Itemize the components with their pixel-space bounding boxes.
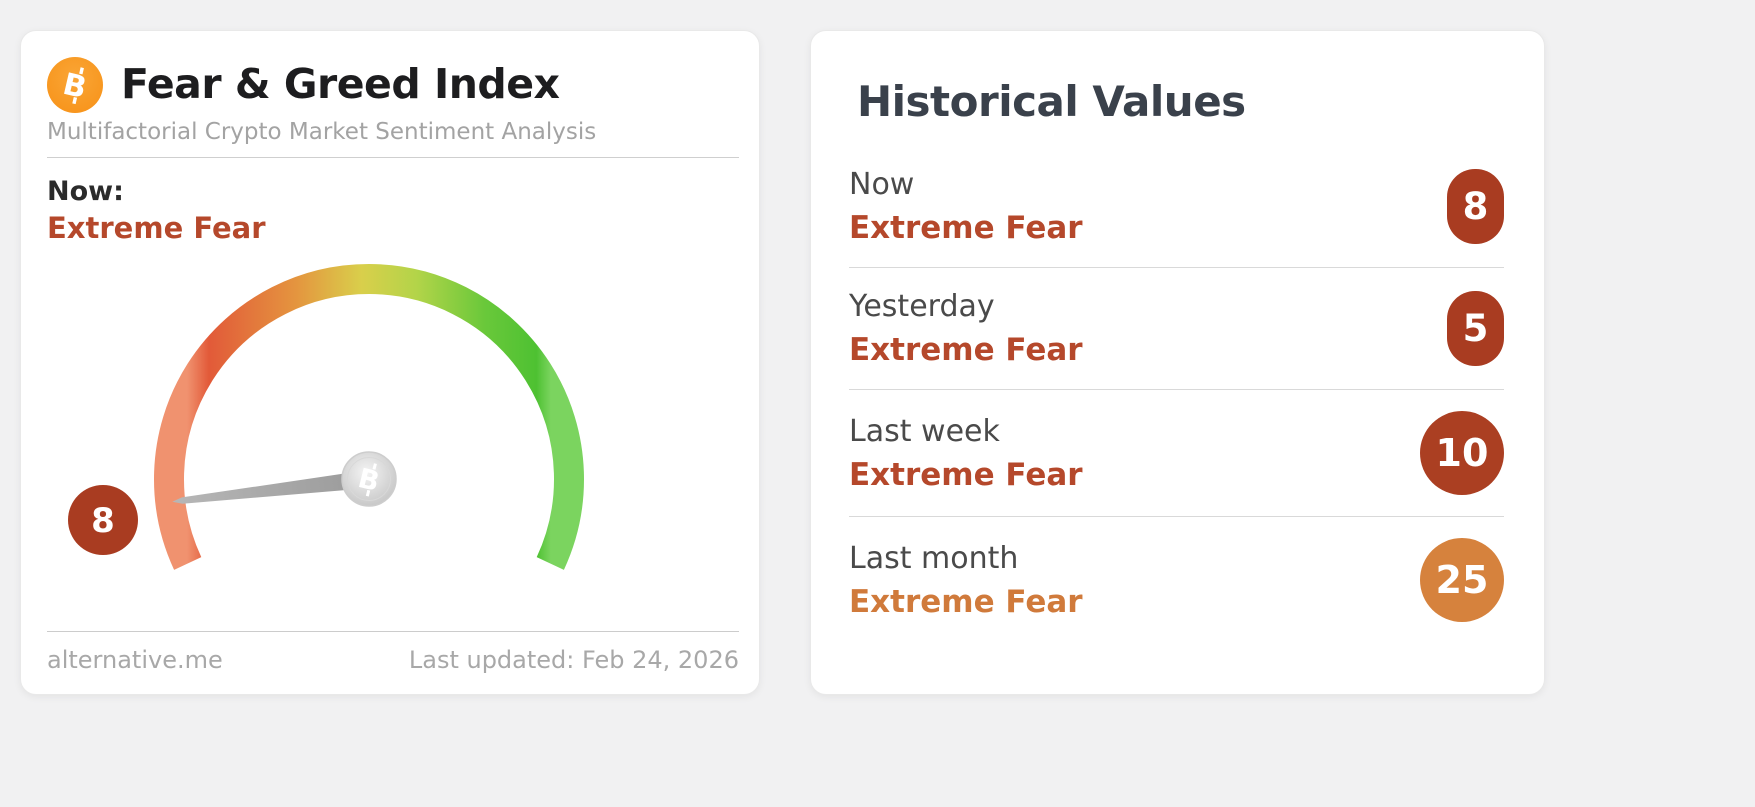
history-row-now: Now Extreme Fear 8 [849,146,1504,268]
history-value-badge: 8 [1447,169,1504,244]
bitcoin-icon: B [47,57,103,113]
history-period-label: Yesterday [849,289,995,324]
source-link[interactable]: alternative.me [47,646,223,674]
gauge-value: 8 [91,501,115,541]
history-row-texts: Last month Extreme Fear [849,541,1083,620]
history-classification: Extreme Fear [849,332,1083,368]
gauge-arc [154,264,584,570]
history-row-last-month: Last month Extreme Fear 25 [849,517,1504,643]
history-period-label: Last month [849,540,1019,576]
history-value-badge: 5 [1447,291,1504,366]
history-row-texts: Yesterday Extreme Fear [849,289,1083,368]
bitcoin-coin: B [341,451,397,507]
history-row-texts: Now Extreme Fear [849,167,1083,246]
card-title: Fear & Greed Index [121,60,560,109]
gauge: B 8 [39,251,739,607]
now-label: Now: [47,176,124,207]
fear-greed-card: B Fear & Greed Index Multifactorial Cryp… [20,30,760,695]
now-classification: Extreme Fear [47,211,266,245]
history-period-label: Last week [849,413,1000,449]
history-row-yesterday: Yesterday Extreme Fear 5 [849,268,1504,390]
history-row-texts: Last week Extreme Fear [849,414,1083,493]
card-footer: alternative.me Last updated: Feb 24, 202… [47,631,739,674]
header-divider [47,157,739,158]
historical-values-card: Historical Values Now Extreme Fear 8 Yes… [810,30,1545,695]
card-subtitle: Multifactorial Crypto Market Sentiment A… [47,119,597,145]
gauge-needle-group [172,470,371,504]
history-row-last-week: Last week Extreme Fear 10 [849,390,1504,517]
gauge-needle [172,470,371,504]
history-value-badge: 25 [1420,538,1504,622]
history-classification: Extreme Fear [849,583,1083,620]
historical-title: Historical Values [857,77,1246,126]
card-header: B Fear & Greed Index [47,57,739,113]
gauge-value-badge: 8 [68,485,138,555]
history-period-label: Now [849,167,915,202]
page: B Fear & Greed Index Multifactorial Cryp… [20,30,1545,695]
history-classification: Extreme Fear [849,210,1083,246]
history-classification: Extreme Fear [849,456,1083,493]
history-value-badge: 10 [1420,411,1504,495]
last-updated: Last updated: Feb 24, 2026 [408,646,739,674]
